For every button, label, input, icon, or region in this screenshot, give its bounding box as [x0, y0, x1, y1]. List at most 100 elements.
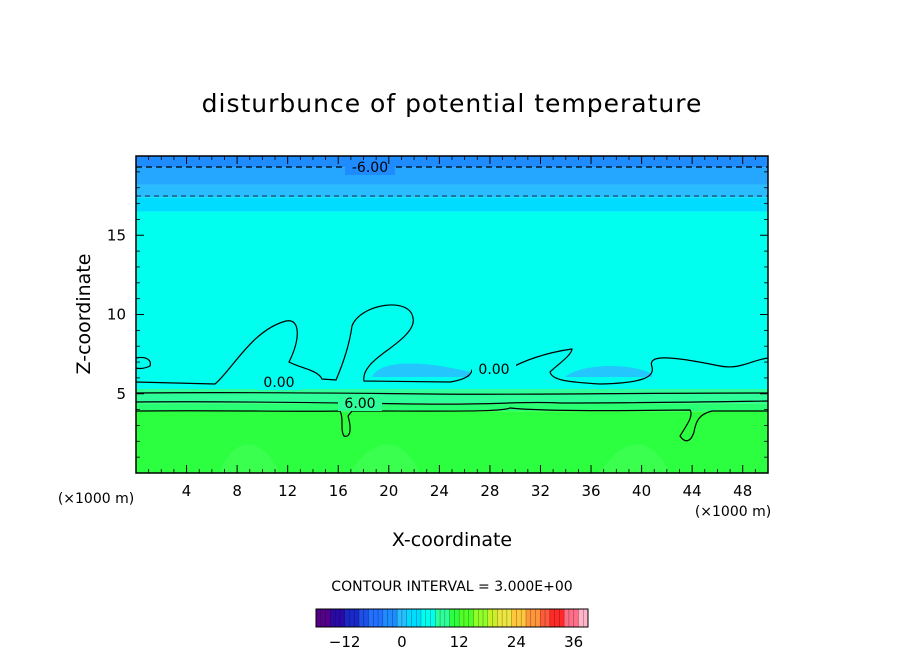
colorbar-cell	[492, 609, 498, 627]
contour-interval-note: CONTOUR INTERVAL = 3.000E+00	[331, 579, 572, 595]
colorbar-cell	[425, 609, 431, 627]
contour-label: 0.00	[263, 375, 294, 391]
contour-zero-left	[136, 356, 151, 370]
y-axis-ticks: 5 10 15	[107, 171, 768, 458]
colorbar-cell	[549, 609, 555, 627]
x-tick-label: 48	[733, 482, 752, 500]
colorbar-cell	[363, 609, 369, 627]
y-axis-title: Z-coordinate	[73, 254, 95, 375]
colorbar-cell	[573, 609, 579, 627]
colorbar-cell	[463, 609, 470, 627]
colorbar-cell	[473, 609, 479, 627]
x-tick-label: 28	[480, 482, 499, 500]
colorbar-tick-label: 0	[397, 633, 407, 651]
colorbar-cell	[382, 609, 388, 627]
colorbar-cell	[530, 609, 536, 627]
contour-label-bg	[472, 361, 516, 377]
colorbar-cell	[354, 609, 360, 627]
y-tick-label: 5	[116, 385, 126, 403]
colorbar-cell	[525, 609, 532, 627]
temperature-band	[136, 156, 768, 168]
colorbar-cell	[397, 609, 403, 627]
colorbar-cell	[583, 609, 589, 627]
contour-6	[136, 400, 768, 405]
colorbar-frame	[315, 608, 589, 628]
colorbar-cell	[368, 609, 374, 627]
colorbar-cell	[554, 609, 560, 627]
y-tick-label: 10	[107, 306, 126, 324]
x-tick-label: 24	[430, 482, 449, 500]
contour-label-bg	[257, 374, 301, 390]
temperature-band	[136, 184, 768, 198]
cool-patch	[565, 366, 652, 377]
contour-label: 6.00	[344, 396, 375, 412]
contour-zero	[136, 304, 768, 385]
contour-3	[136, 391, 768, 395]
colorbar-cell	[506, 609, 513, 627]
contour-label-bg	[345, 159, 395, 175]
warm-patch	[220, 444, 280, 473]
colorbar-cell	[521, 609, 527, 627]
colorbar-cell	[516, 609, 522, 627]
colorbar-cell	[468, 609, 474, 627]
contour-label: -6.00	[352, 160, 388, 176]
x-unit-label-left: (×1000 m)	[58, 491, 134, 507]
temperature-band	[136, 197, 768, 212]
x-tick-label: 40	[632, 482, 651, 500]
colorbar-cell	[335, 609, 341, 627]
colorbar-cell	[330, 609, 336, 627]
colorbar-cell	[578, 609, 584, 627]
colorbar-tick-label: −12	[329, 633, 361, 651]
x-unit-label-right: (×1000 m)	[695, 504, 771, 520]
colorbar-cell	[540, 609, 546, 627]
colorbar-cell	[535, 609, 541, 627]
x-tick-label: 44	[683, 482, 702, 500]
colorbar-cell	[316, 609, 322, 627]
colorbar-cell	[440, 609, 446, 627]
colorbar-cell	[444, 609, 451, 627]
colorbar-cell	[416, 609, 422, 627]
contour-label-group: -6.00 0.00 0.00 6.00	[257, 159, 516, 412]
cool-patch	[372, 363, 470, 377]
x-tick-label: 16	[329, 482, 348, 500]
temperature-band	[136, 167, 768, 185]
colorbar-cell	[454, 609, 460, 627]
colorbar-cell	[511, 609, 517, 627]
contour-label: 0.00	[478, 362, 509, 378]
colorbar-cell	[344, 609, 350, 627]
x-tick-label: 12	[278, 482, 297, 500]
colorbar-cell	[358, 609, 365, 627]
colorbar-cell	[459, 609, 465, 627]
x-tick-label: 36	[581, 482, 600, 500]
colorbar-cell	[401, 609, 408, 627]
contour-label-bg	[338, 395, 382, 411]
colorbar-cell	[568, 609, 575, 627]
colorbar-cell	[545, 609, 551, 627]
colorbar-cell	[406, 609, 412, 627]
temperature-bands	[136, 156, 768, 473]
colorbar-tick-label: 24	[507, 633, 526, 651]
y-tick-label: 15	[107, 226, 126, 244]
x-tick-label: 20	[379, 482, 398, 500]
colorbar-cell	[392, 609, 398, 627]
colorbar-cell	[378, 609, 384, 627]
colorbar-ticks: −12 0 12 24 36	[329, 633, 583, 651]
colorbar-cell	[478, 609, 484, 627]
contour-9	[136, 407, 768, 442]
colorbar-cell	[373, 609, 379, 627]
x-tick-label: 4	[182, 482, 192, 500]
contour-lines	[136, 166, 768, 442]
chart-title: disturbunce of potential temperature	[202, 89, 703, 118]
temperature-band	[136, 388, 768, 404]
colorbar-tick-label: 12	[450, 633, 469, 651]
temperature-band	[136, 403, 768, 412]
x-axis-title: X-coordinate	[392, 529, 512, 551]
colorbar-cell	[564, 609, 570, 627]
colorbar-tick-label: 36	[564, 633, 583, 651]
colorbar-cell	[430, 609, 436, 627]
colorbar-cell	[559, 609, 565, 627]
colorbar-cell	[449, 609, 455, 627]
warm-patch	[600, 444, 670, 473]
x-axis-ticks: 4 8 12 16 20 24 28 32 36 40 44 48	[148, 156, 756, 500]
